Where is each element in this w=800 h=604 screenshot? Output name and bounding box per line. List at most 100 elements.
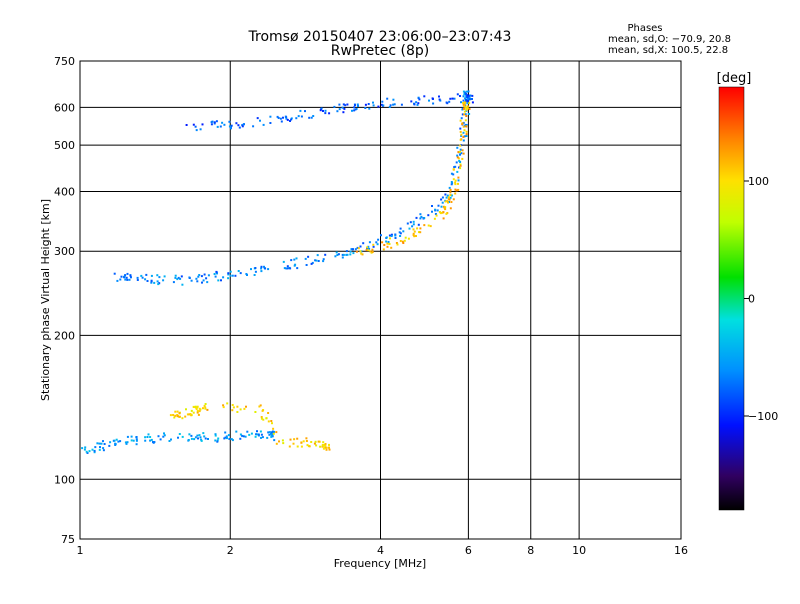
data-point [437,204,440,207]
data-point [368,247,371,250]
data-point [144,436,147,439]
data-point [316,254,319,257]
stats-line-o: mean, sd,O: −70.9, 20.8 [608,34,731,45]
data-point [232,406,235,409]
data-point [367,103,370,105]
data-point [459,130,462,133]
data-point [462,131,465,134]
data-point [456,93,459,96]
data-point [135,443,138,446]
data-point [446,194,449,197]
data-point [355,107,358,110]
data-point [372,101,374,104]
data-point [239,437,242,440]
data-point [278,440,280,443]
data-point [239,272,242,275]
data-point [462,99,465,102]
data-point [413,235,416,238]
data-point [189,413,192,415]
data-point [456,170,459,173]
data-point [271,433,274,436]
data-point [419,217,422,220]
data-point [409,221,412,224]
data-point [258,405,261,408]
data-point [262,123,265,126]
data-point [464,113,467,116]
data-point [324,444,327,447]
data-point [335,251,338,254]
data-point [443,206,446,209]
data-point [126,435,129,438]
data-point [304,257,307,260]
data-point [341,106,344,109]
data-point [355,250,358,253]
data-point [192,123,195,126]
data-point [163,434,166,437]
data-point [462,108,465,110]
data-point [389,104,392,107]
data-point [130,435,133,438]
data-point [224,431,227,434]
data-point [462,103,465,106]
data-point [468,102,471,105]
data-point [395,242,398,244]
data-point [372,245,375,248]
data-point [156,274,159,277]
data-point [203,435,206,438]
data-point [198,434,201,437]
data-point [450,183,453,186]
data-point [217,279,220,282]
data-point [446,200,449,203]
data-point [302,440,305,443]
data-point [217,437,220,440]
data-point [447,201,449,204]
data-point [418,231,420,234]
data-point [382,104,385,107]
data-point [266,436,269,439]
data-point [463,105,466,108]
data-point [281,439,284,442]
data-point [398,231,401,234]
data-point [377,238,380,241]
data-point [457,157,460,160]
data-point [259,119,261,122]
data-point [186,413,189,416]
data-point [315,444,318,447]
data-point [305,264,308,266]
data-point [157,435,160,438]
data-point [231,274,234,277]
data-point [352,252,355,255]
data-point [202,407,204,410]
data-point [446,102,449,105]
data-point [150,438,153,441]
x-tick-label: 16 [674,544,688,557]
data-point [213,273,216,275]
data-point [214,434,217,437]
data-point [244,435,247,438]
data-point [459,161,462,163]
data-point [314,440,317,443]
data-point [376,243,379,246]
data-point [402,242,405,244]
chart-title: Tromsø 20150407 23:06:00–23:07:43 [248,29,512,45]
series-points [355,99,471,256]
data-point [135,439,138,442]
data-point [270,431,273,434]
data-point [300,115,303,118]
data-point [315,259,318,262]
data-point [132,439,135,442]
data-point [213,121,216,124]
data-point [465,107,468,110]
data-point [324,112,327,115]
data-point [419,231,422,234]
data-point [467,105,469,108]
data-point [360,252,363,255]
data-point [289,267,292,270]
data-point [222,406,225,409]
data-point [462,90,465,93]
data-point [277,117,280,119]
data-point [453,97,456,100]
data-point [410,100,413,103]
data-point [94,446,97,449]
data-point [322,441,325,444]
